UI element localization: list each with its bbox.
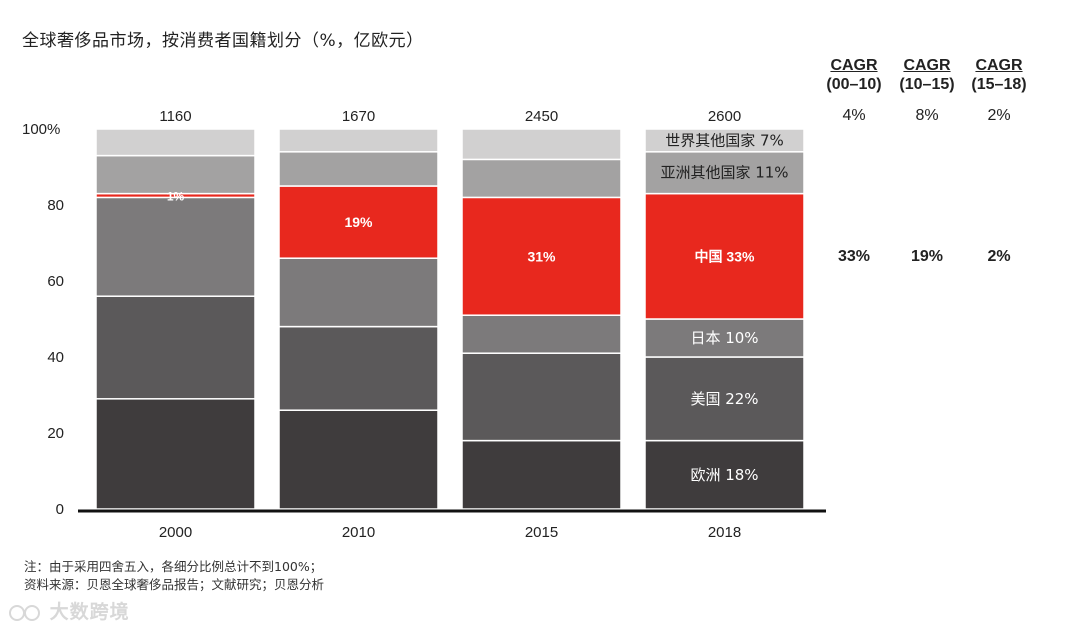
segment-label-日本: 日本 10% (690, 329, 758, 347)
stacked-bar-chart: 0 20 40 60 80 100% 2000 2010 2015 2018 1160 1670 2… (22, 108, 826, 541)
segment-label-世界其他国家: 世界其他国家 7% (665, 131, 784, 149)
total-labels: 1160 1670 2450 2600 (159, 108, 741, 125)
bar-segment-2010-中国 (278, 185, 439, 259)
y-tick-label-60: 60 (47, 273, 64, 290)
bar-segment-2010-欧洲 (278, 409, 439, 510)
cagr-china-10-15: 19% (910, 248, 944, 265)
bar-segment-2000-世界其他国家 (95, 128, 256, 157)
bar-segment-2000-亚洲其他国家 (95, 154, 256, 195)
bar-segment-2015-亚洲其他国家 (461, 158, 622, 199)
chart-title: 全球奢侈品市场，按消费者国籍划分（%，亿欧元） (22, 31, 424, 51)
data-label-china-2018: 中国 33% (695, 248, 755, 264)
bar-segment-2015-中国 (461, 196, 622, 316)
bar-segment-2010-世界其他国家 (278, 128, 439, 153)
cagr-header-label: CAGR (903, 57, 951, 74)
footnotes: 注：由于采用四舍五入，各细分比例总计不到100%； 资料来源：贝恩全球奢侈品报告… (24, 558, 324, 594)
cagr-header-range: (10–15) (899, 76, 955, 93)
total-label-2010: 1670 (342, 108, 375, 125)
total-label-2015: 2450 (525, 108, 558, 125)
total-label-2018: 2600 (708, 108, 741, 125)
x-tick-label-2010: 2010 (342, 524, 375, 541)
bar-segment-2018-世界其他国家 (644, 128, 805, 153)
cagr-header-00-10: CAGR (00–10) (819, 56, 889, 94)
x-tick-label-2015: 2015 (525, 524, 558, 541)
cagr-total-15-18: 2% (987, 107, 1011, 124)
bar-segment-2000-日本 (95, 196, 256, 297)
segment-label-欧洲: 欧洲 18% (690, 466, 758, 484)
watermark-logo-icon (9, 604, 40, 621)
watermark: 大数跨境 (8, 597, 130, 624)
y-tick-label-0: 0 (56, 501, 64, 518)
data-label-china-2000: 1% (167, 190, 185, 204)
bar-segment-2018-亚洲其他国家 (644, 151, 805, 195)
watermark-text: 大数跨境 (49, 601, 130, 623)
y-axis-ticks: 0 20 40 60 80 100% (22, 121, 64, 518)
cagr-china-00-10: 33% (837, 248, 871, 265)
bars-group (95, 128, 805, 510)
x-axis-labels: 2000 2010 2015 2018 (159, 524, 741, 541)
data-label-china-2015: 31% (527, 248, 556, 264)
cagr-header-10-15: CAGR (10–15) (892, 56, 962, 94)
bar-segment-2015-美国 (461, 352, 622, 442)
bar-segment-2010-美国 (278, 325, 439, 411)
bar-segment-2018-欧洲 (644, 439, 805, 510)
data-label-china-2010: 19% (344, 214, 373, 230)
y-tick-label-40: 40 (47, 349, 64, 366)
y-tick-label-20: 20 (47, 425, 64, 442)
segment-label-亚洲其他国家: 亚洲其他国家 11% (660, 164, 788, 182)
total-label-2000: 1160 (159, 108, 191, 125)
bar-segment-2010-亚洲其他国家 (278, 151, 439, 187)
bar-segment-2015-世界其他国家 (461, 128, 622, 161)
y-tick-label-80: 80 (47, 197, 64, 214)
footnote-rounding: 注：由于采用四舍五入，各细分比例总计不到100%； (24, 559, 323, 574)
segment-labels: 1% 19% 31% 欧洲 18% 美国 22% 日本 10% 中国 33% 亚洲其他国家 1… (167, 131, 789, 483)
segment-label-美国: 美国 22% (690, 390, 758, 408)
cagr-total-00-10: 4% (842, 107, 866, 124)
cagr-header-label: CAGR (975, 57, 1023, 74)
cagr-header-range: (00–10) (826, 76, 882, 93)
footnote-source: 资料来源：贝恩全球奢侈品报告；文献研究；贝恩分析 (24, 577, 325, 592)
bar-segment-2010-日本 (278, 257, 439, 328)
bar-segment-2015-日本 (461, 314, 622, 354)
y-tick-label-100: 100% (22, 121, 60, 138)
cagr-total-10-15: 8% (915, 107, 939, 124)
bar-segment-2000-欧洲 (95, 398, 256, 510)
cagr-china-15-18: 2% (987, 248, 1011, 265)
cagr-header-label: CAGR (830, 57, 878, 74)
bar-segment-2015-欧洲 (461, 439, 622, 510)
x-tick-label-2000: 2000 (159, 524, 192, 541)
x-tick-label-2018: 2018 (708, 524, 741, 541)
cagr-header-15-18: CAGR (15–18) (964, 56, 1034, 94)
cagr-header-range: (15–18) (971, 76, 1027, 93)
bar-segment-2000-美国 (95, 295, 256, 400)
